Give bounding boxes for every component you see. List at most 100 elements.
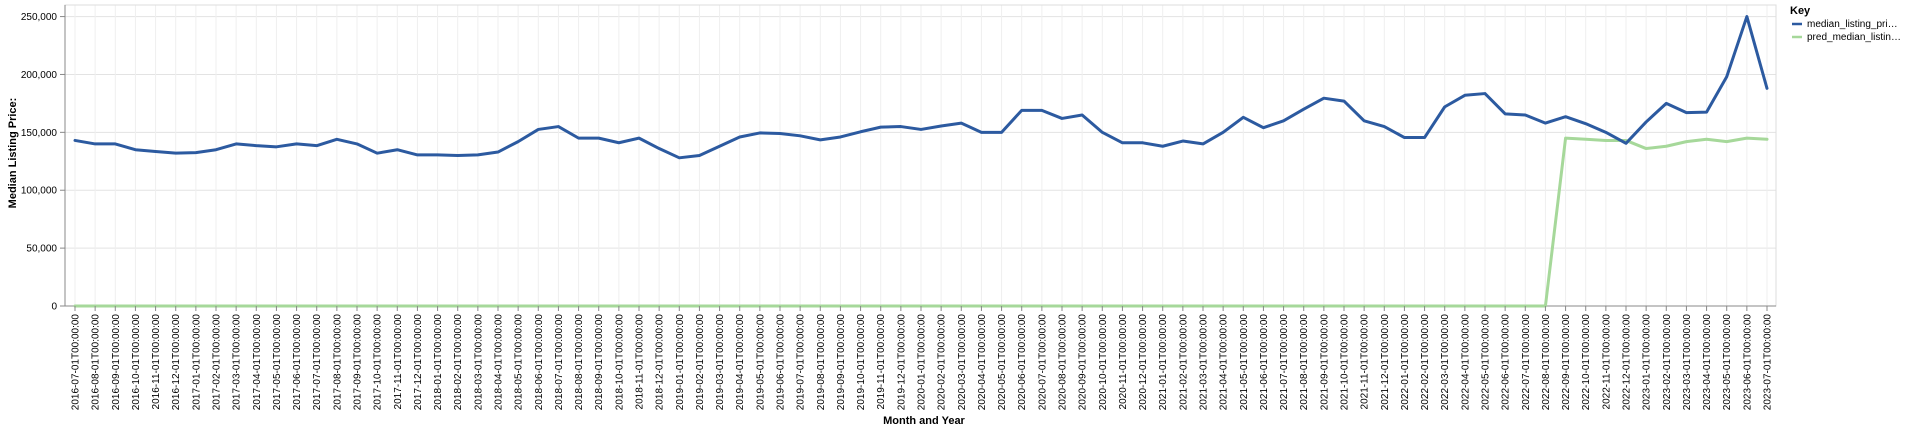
x-tick-label: 2020-09-01T00:00:00 <box>1078 314 1089 411</box>
x-tick-label: 2018-08-01T00:00:00 <box>574 314 585 411</box>
x-tick-label: 2022-02-01T00:00:00 <box>1420 314 1431 411</box>
x-tick-label: 2021-01-01T00:00:00 <box>1158 314 1169 411</box>
x-tick-label: 2017-03-01T00:00:00 <box>232 314 243 411</box>
legend-label: median_listing_pri… <box>1807 19 1898 30</box>
y-tick-label: 50,000 <box>26 244 57 255</box>
x-tick-label: 2021-04-01T00:00:00 <box>1219 314 1230 411</box>
x-tick-label: 2017-01-01T00:00:00 <box>191 314 202 411</box>
x-tick-label: 2017-05-01T00:00:00 <box>272 314 283 411</box>
x-tick-label: 2023-03-01T00:00:00 <box>1682 314 1693 411</box>
x-tick-label: 2018-11-01T00:00:00 <box>635 314 646 410</box>
x-tick-label: 2019-11-01T00:00:00 <box>876 314 887 410</box>
x-tick-label: 2021-08-01T00:00:00 <box>1299 314 1310 411</box>
x-tick-label: 2018-04-01T00:00:00 <box>494 314 505 411</box>
x-tick-label: 2018-05-01T00:00:00 <box>514 314 525 411</box>
legend: Key median_listing_pri… pred_median_listi… <box>1790 5 1901 43</box>
x-tick-label: 2017-12-01T00:00:00 <box>413 314 424 411</box>
x-tick-label: 2021-05-01T00:00:00 <box>1239 314 1250 411</box>
x-tick-label: 2019-09-01T00:00:00 <box>836 314 847 411</box>
x-tick-label: 2023-01-01T00:00:00 <box>1642 314 1653 411</box>
x-tick-label: 2021-09-01T00:00:00 <box>1319 314 1330 411</box>
x-tick-label: 2016-11-01T00:00:00 <box>151 314 162 410</box>
x-tick-label: 2017-08-01T00:00:00 <box>332 314 343 411</box>
x-tick-label: 2020-10-01T00:00:00 <box>1098 314 1109 411</box>
x-tick-label: 2020-03-01T00:00:00 <box>957 314 968 411</box>
x-tick-label: 2020-05-01T00:00:00 <box>997 314 1008 411</box>
x-tick-label: 2021-02-01T00:00:00 <box>1178 314 1189 411</box>
x-tick-label: 2019-08-01T00:00:00 <box>816 314 827 411</box>
x-tick-label: 2017-07-01T00:00:00 <box>312 314 323 411</box>
x-tick-label: 2021-07-01T00:00:00 <box>1279 314 1290 411</box>
x-tick-label: 2022-12-01T00:00:00 <box>1622 314 1633 411</box>
x-tick-label: 2016-08-01T00:00:00 <box>91 314 102 411</box>
x-tick-label: 2022-05-01T00:00:00 <box>1481 314 1492 411</box>
x-tick-label: 2019-06-01T00:00:00 <box>776 314 787 411</box>
x-tick-label: 2018-09-01T00:00:00 <box>594 314 605 411</box>
x-tick-label: 2020-06-01T00:00:00 <box>1017 314 1028 411</box>
x-tick-label: 2019-02-01T00:00:00 <box>695 314 706 411</box>
x-tick-label: 2018-07-01T00:00:00 <box>554 314 565 411</box>
x-tick-label: 2017-11-01T00:00:00 <box>393 314 404 410</box>
y-axis-title: Median Listing Price: <box>7 98 19 209</box>
x-tick-label: 2020-08-01T00:00:00 <box>1058 314 1069 411</box>
legend-title: Key <box>1790 5 1811 17</box>
x-tick-label: 2017-06-01T00:00:00 <box>292 314 303 411</box>
x-tick-label: 2022-03-01T00:00:00 <box>1440 314 1451 411</box>
x-tick-label: 2019-07-01T00:00:00 <box>796 314 807 411</box>
x-tick-label: 2021-06-01T00:00:00 <box>1259 314 1270 411</box>
x-axis-title: Month and Year <box>883 415 965 427</box>
x-tick-label: 2020-02-01T00:00:00 <box>937 314 948 411</box>
x-tick-label: 2016-12-01T00:00:00 <box>171 314 182 411</box>
legend-label: pred_median_listin… <box>1807 32 1901 43</box>
y-tick-label: 250,000 <box>21 12 58 23</box>
x-tick-label: 2019-12-01T00:00:00 <box>896 314 907 411</box>
x-tick-label: 2023-02-01T00:00:00 <box>1662 314 1673 411</box>
y-tick-label: 100,000 <box>21 186 58 197</box>
x-tick-label: 2019-03-01T00:00:00 <box>715 314 726 411</box>
x-tick-label: 2022-06-01T00:00:00 <box>1501 314 1512 411</box>
x-tick-label: 2017-02-01T00:00:00 <box>212 314 223 411</box>
x-tick-label: 2023-04-01T00:00:00 <box>1702 314 1713 411</box>
x-tick-label: 2020-04-01T00:00:00 <box>977 314 988 411</box>
x-tick-label: 2018-06-01T00:00:00 <box>534 314 545 411</box>
x-tick-label: 2023-05-01T00:00:00 <box>1722 314 1733 411</box>
y-tick-label: 150,000 <box>21 128 58 139</box>
x-tick-label: 2016-10-01T00:00:00 <box>131 314 142 411</box>
x-tick-label: 2017-04-01T00:00:00 <box>252 314 263 411</box>
x-tick-label: 2020-01-01T00:00:00 <box>917 314 928 411</box>
x-tick-label: 2022-09-01T00:00:00 <box>1561 314 1572 411</box>
x-tick-label: 2017-10-01T00:00:00 <box>373 314 384 411</box>
x-tick-label: 2018-10-01T00:00:00 <box>614 314 625 411</box>
x-tick-label: 2020-12-01T00:00:00 <box>1138 314 1149 411</box>
series-line-0 <box>73 15 1769 160</box>
x-tick-label: 2021-12-01T00:00:00 <box>1380 314 1391 411</box>
x-tick-label: 2020-11-01T00:00:00 <box>1118 314 1129 410</box>
y-tick-label: 200,000 <box>21 70 58 81</box>
x-tick-label: 2019-01-01T00:00:00 <box>675 314 686 411</box>
x-tick-label: 2018-03-01T00:00:00 <box>473 314 484 411</box>
x-tick-label: 2023-07-01T00:00:00 <box>1763 314 1774 411</box>
x-tick-label: 2019-04-01T00:00:00 <box>735 314 746 411</box>
x-tick-label: 2017-09-01T00:00:00 <box>353 314 364 411</box>
x-tick-label: 2020-07-01T00:00:00 <box>1037 314 1048 411</box>
x-tick-label: 2023-06-01T00:00:00 <box>1742 314 1753 411</box>
x-tick-label: 2018-02-01T00:00:00 <box>453 314 464 411</box>
x-tick-label: 2016-07-01T00:00:00 <box>71 314 82 411</box>
x-tick-label: 2019-10-01T00:00:00 <box>856 314 867 411</box>
x-tick-label: 2021-11-01T00:00:00 <box>1360 314 1371 410</box>
x-axis-ticks: 2016-07-01T00:00:00 2016-08-01T00:00:00 20… <box>71 306 1774 410</box>
y-tick-label: 0 <box>51 302 57 313</box>
x-tick-label: 2021-10-01T00:00:00 <box>1340 314 1351 411</box>
y-axis-ticks: 0 50,000 100,000 150,000 200,000 250,000 <box>21 12 65 313</box>
x-tick-label: 2022-07-01T00:00:00 <box>1521 314 1532 411</box>
x-tick-label: 2016-09-01T00:00:00 <box>111 314 122 411</box>
grid-lines <box>65 5 1776 307</box>
x-tick-label: 2022-04-01T00:00:00 <box>1460 314 1471 411</box>
x-tick-label: 2022-10-01T00:00:00 <box>1581 314 1592 411</box>
x-tick-label: 2018-12-01T00:00:00 <box>655 314 666 411</box>
x-tick-label: 2018-01-01T00:00:00 <box>433 314 444 411</box>
x-tick-label: 2022-01-01T00:00:00 <box>1400 314 1411 411</box>
x-tick-label: 2021-03-01T00:00:00 <box>1199 314 1210 411</box>
x-tick-label: 2022-11-01T00:00:00 <box>1601 314 1612 410</box>
